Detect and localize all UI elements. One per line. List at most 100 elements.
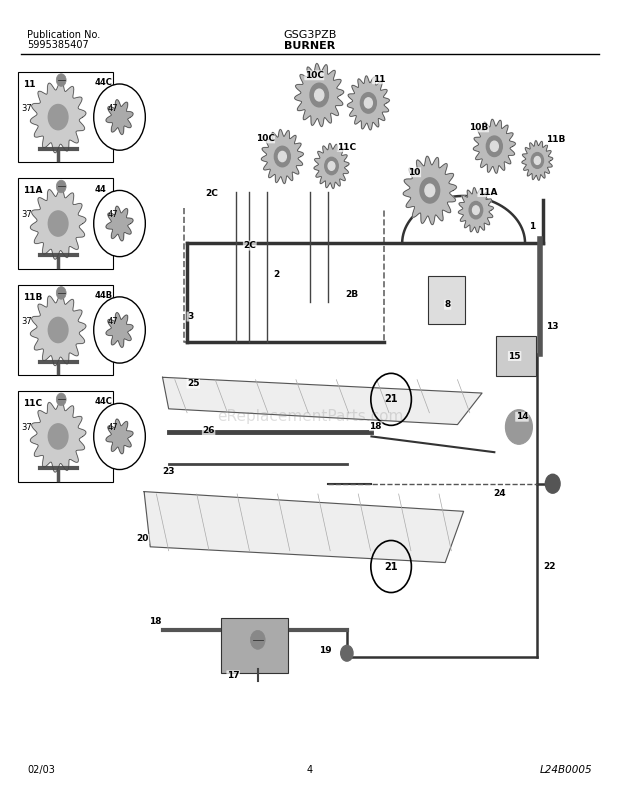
- FancyBboxPatch shape: [18, 71, 113, 163]
- Text: 2C: 2C: [205, 189, 218, 198]
- Polygon shape: [144, 491, 464, 563]
- Text: 11A: 11A: [23, 186, 43, 195]
- Polygon shape: [522, 141, 553, 180]
- Text: 11C: 11C: [23, 399, 42, 408]
- Text: 5995385407: 5995385407: [27, 40, 89, 50]
- Polygon shape: [106, 206, 133, 241]
- Polygon shape: [106, 419, 133, 454]
- Text: 25: 25: [187, 379, 200, 388]
- Text: 13: 13: [546, 322, 559, 330]
- Circle shape: [250, 630, 265, 649]
- Polygon shape: [30, 401, 86, 472]
- Polygon shape: [30, 82, 86, 152]
- Circle shape: [56, 287, 66, 299]
- Text: 44C: 44C: [94, 397, 112, 407]
- Text: 3: 3: [187, 312, 193, 321]
- Circle shape: [48, 105, 68, 129]
- Polygon shape: [30, 188, 86, 260]
- FancyBboxPatch shape: [18, 391, 113, 482]
- Polygon shape: [262, 129, 303, 183]
- Circle shape: [94, 191, 145, 256]
- Circle shape: [310, 83, 329, 107]
- Text: 2C: 2C: [243, 241, 256, 250]
- Text: Publication No.: Publication No.: [27, 30, 100, 40]
- Text: 44C: 44C: [94, 78, 112, 87]
- FancyBboxPatch shape: [495, 336, 536, 376]
- Circle shape: [48, 318, 68, 342]
- Text: 17: 17: [227, 671, 239, 680]
- Circle shape: [472, 206, 479, 214]
- Polygon shape: [294, 64, 344, 126]
- Circle shape: [341, 646, 353, 661]
- Polygon shape: [403, 156, 456, 225]
- Circle shape: [360, 93, 376, 114]
- Text: 1: 1: [529, 222, 536, 231]
- Text: 19: 19: [319, 646, 332, 655]
- Polygon shape: [347, 76, 389, 130]
- Text: 37: 37: [21, 210, 32, 219]
- Circle shape: [94, 403, 145, 469]
- FancyBboxPatch shape: [428, 276, 466, 325]
- Circle shape: [94, 297, 145, 363]
- Text: 37: 37: [21, 317, 32, 326]
- Polygon shape: [106, 313, 133, 348]
- Text: 10B: 10B: [469, 123, 489, 132]
- Polygon shape: [473, 119, 515, 173]
- Text: 11: 11: [23, 79, 35, 89]
- Text: 22: 22: [543, 562, 556, 571]
- Text: eReplacementParts.com: eReplacementParts.com: [217, 409, 403, 424]
- Circle shape: [56, 393, 66, 406]
- Circle shape: [425, 184, 435, 197]
- FancyBboxPatch shape: [221, 618, 288, 673]
- Text: 2B: 2B: [345, 290, 358, 299]
- Text: 2: 2: [273, 270, 280, 279]
- Text: 10C: 10C: [255, 134, 275, 143]
- Text: 37: 37: [21, 423, 32, 432]
- Text: 14: 14: [516, 412, 528, 421]
- Circle shape: [531, 152, 544, 168]
- Circle shape: [56, 74, 66, 87]
- Text: 11B: 11B: [23, 292, 42, 302]
- Circle shape: [490, 141, 498, 152]
- Polygon shape: [458, 187, 494, 233]
- Polygon shape: [314, 144, 349, 188]
- Text: 11: 11: [373, 75, 385, 83]
- Text: 24: 24: [493, 488, 505, 498]
- Circle shape: [505, 410, 533, 445]
- Circle shape: [420, 178, 440, 203]
- Circle shape: [94, 84, 145, 150]
- Circle shape: [328, 162, 335, 171]
- Text: 47: 47: [108, 104, 118, 113]
- Text: 4: 4: [307, 765, 313, 776]
- Circle shape: [56, 180, 66, 193]
- Text: 21: 21: [384, 395, 398, 404]
- Circle shape: [534, 156, 541, 164]
- Circle shape: [278, 152, 286, 162]
- Text: 8: 8: [445, 300, 451, 309]
- Text: 11A: 11A: [478, 187, 497, 196]
- FancyBboxPatch shape: [18, 178, 113, 269]
- Text: 47: 47: [108, 317, 118, 326]
- Text: 23: 23: [162, 468, 175, 476]
- Text: 21: 21: [384, 561, 398, 572]
- Text: 02/03: 02/03: [27, 765, 55, 776]
- Text: 15: 15: [508, 352, 521, 360]
- Circle shape: [275, 146, 290, 167]
- Circle shape: [325, 157, 339, 175]
- Text: BURNER: BURNER: [285, 41, 335, 52]
- Text: 20: 20: [136, 534, 149, 543]
- Circle shape: [314, 89, 324, 101]
- Circle shape: [486, 136, 502, 156]
- Text: 47: 47: [108, 423, 118, 432]
- Circle shape: [546, 474, 560, 493]
- Text: 47: 47: [108, 210, 118, 219]
- FancyBboxPatch shape: [18, 284, 113, 376]
- Text: 26: 26: [202, 426, 215, 435]
- Polygon shape: [162, 377, 482, 425]
- Circle shape: [48, 211, 68, 236]
- Text: 10: 10: [408, 168, 420, 177]
- Polygon shape: [30, 295, 86, 366]
- Text: 44: 44: [94, 184, 106, 194]
- Text: GSG3PZB: GSG3PZB: [283, 30, 337, 40]
- Text: 10C: 10C: [305, 71, 324, 80]
